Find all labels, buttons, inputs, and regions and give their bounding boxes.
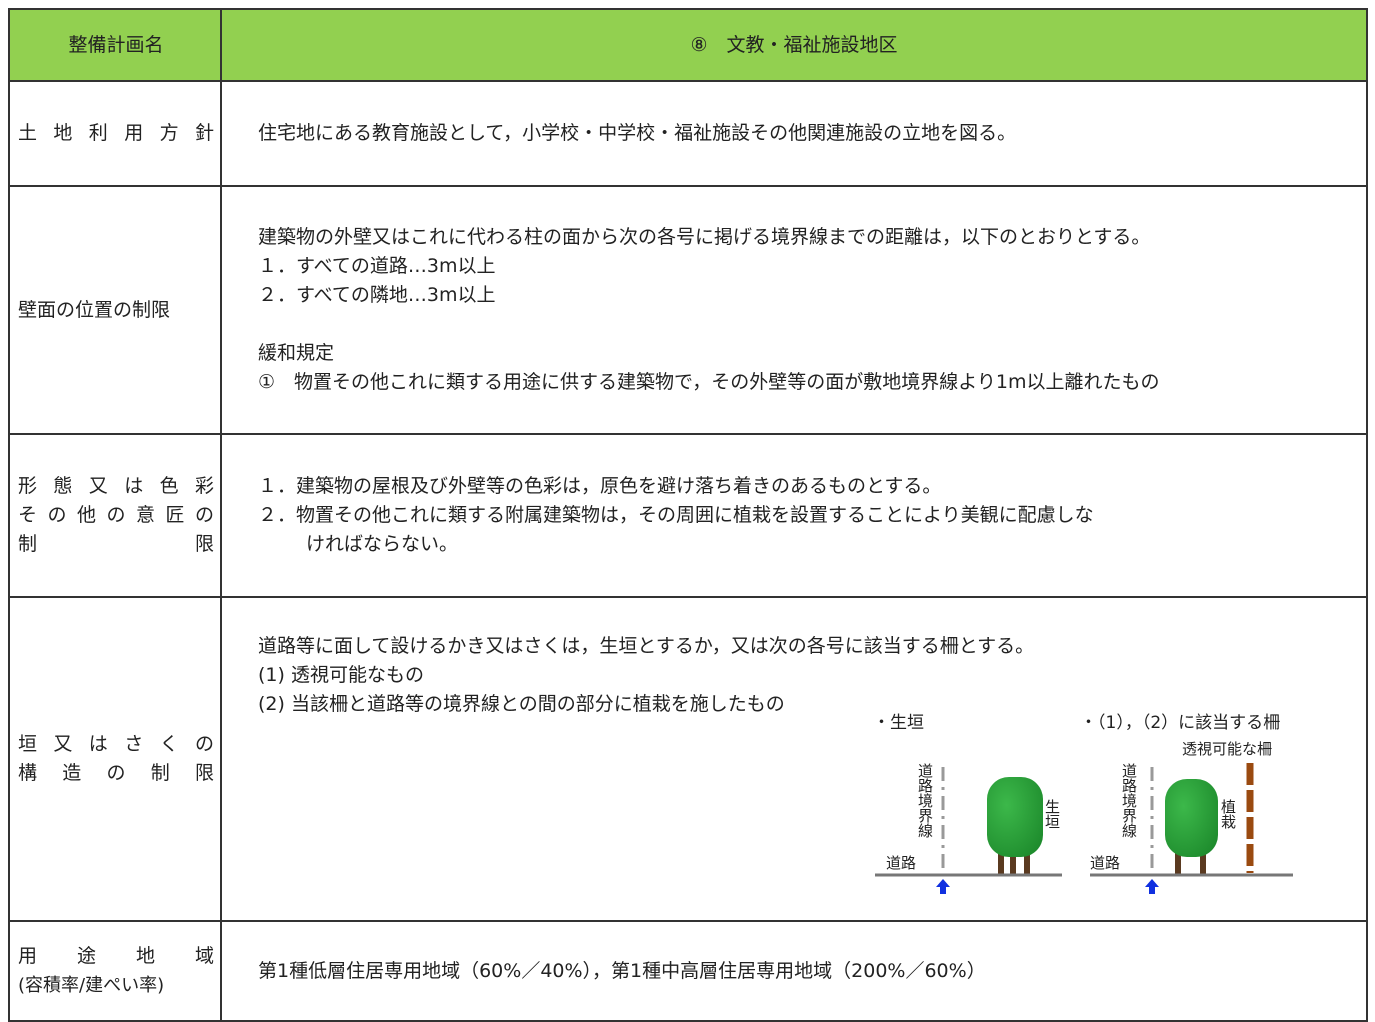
content-line: 緩和規定 <box>258 342 335 364</box>
road-label: 道路 <box>1090 854 1121 872</box>
content-line: ければならない。 <box>306 533 459 555</box>
plant-label: 生垣 <box>1043 799 1061 829</box>
label-line: 形態又は色彩 <box>18 475 214 497</box>
content-line: 第1種低層住居専用地域（60%／40%），第1種中高層住居専用地域（200%／6… <box>258 959 986 982</box>
arrow <box>1145 879 1159 894</box>
header-row: 整備計画名 ⑧ 文教・福祉施設地区 <box>8 8 1368 82</box>
plan-table: 整備計画名 ⑧ 文教・福祉施設地区 土地利用方針 住宅地にある教育施設として，小… <box>8 8 1368 1022</box>
row: 用途地域 (容積率/建ぺい率) 第1種低層住居専用地域（60%／40%），第1種… <box>8 920 1368 1022</box>
trunk <box>1010 847 1016 875</box>
boundary-label: 道路境界線 <box>1120 763 1138 838</box>
content-line: ① 物置その他これに類する用途に供する建築物で，その外壁等の面が敷地境界線より1… <box>258 371 1160 393</box>
figure-title: ・生垣 <box>873 713 924 733</box>
boundary-label: 道路境界線 <box>916 763 934 838</box>
content-line: (2) 当該柵と道路等の境界線との間の部分に植栽を施したもの <box>258 693 785 715</box>
row-content: 第1種低層住居専用地域（60%／40%），第1種中高層住居専用地域（200%／6… <box>220 920 1368 1022</box>
fence-label: 透視可能な柵 <box>1182 740 1273 758</box>
planting <box>1165 779 1218 857</box>
row-content: １．建築物の屋根及び外壁等の色彩は，原色を避け落ち着きのあるものとする。 ２．物… <box>220 433 1368 598</box>
row-label: 用途地域 (容積率/建ぺい率) <box>8 920 222 1022</box>
label-line: 壁面の位置の制限 <box>18 298 171 321</box>
row-label: 壁面の位置の制限 <box>8 185 222 435</box>
figures: ・生垣 道路境界線 生垣 道路 ・（1），（2）に該当する柵 透視可能な柵 道路… <box>258 713 1366 904</box>
trunk <box>1175 847 1181 875</box>
content-line: 住宅地にある教育施設として，小学校・中学校・福祉施設その他関連施設の立地を図る。 <box>258 122 1017 144</box>
label-line: (容積率/建ぺい率) <box>18 975 165 996</box>
label-line: 用途地域 <box>18 945 214 967</box>
row-content: 建築物の外壁又はこれに代わる柱の面から次の各号に掲げる境界線までの距離は，以下の… <box>220 185 1368 435</box>
content-line: ２．物置その他これに類する附属建築物は，その周囲に植栽を設置することにより美観に… <box>258 504 1094 526</box>
label-line: 制限 <box>18 533 214 555</box>
content-line: ２．すべての隣地…3m以上 <box>258 284 496 306</box>
label-line: 垣又はさくの <box>18 733 214 755</box>
label-line: 土地利用方針 <box>18 122 214 144</box>
row: 土地利用方針 住宅地にある教育施設として，小学校・中学校・福祉施設その他関連施設… <box>8 80 1368 187</box>
trunk <box>1024 847 1030 875</box>
header-label: 整備計画名 <box>8 8 222 82</box>
trunk <box>1200 847 1206 875</box>
row-label: 形態又は色彩 その他の意匠の 制限 <box>8 433 222 598</box>
hedge <box>987 777 1043 857</box>
label-line: 構造の制限 <box>18 762 214 784</box>
arrow <box>936 879 950 894</box>
label-line: その他の意匠の <box>18 504 214 526</box>
content-line: (1) 透視可能なもの <box>258 664 424 686</box>
row-content: 道路等に面して設けるかき又はさくは，生垣とするか，又は次の各号に該当する柵とする… <box>220 596 1368 922</box>
content-line: 建築物の外壁又はこれに代わる柱の面から次の各号に掲げる境界線までの距離は，以下の… <box>258 226 1151 248</box>
road-label: 道路 <box>886 854 917 872</box>
content-line: １．建築物の屋根及び外壁等の色彩は，原色を避け落ち着きのあるものとする。 <box>258 475 942 497</box>
trunk <box>998 847 1004 875</box>
content-line: 道路等に面して設けるかき又はさくは，生垣とするか，又は次の各号に該当する柵とする… <box>258 635 1035 657</box>
content-line: １．すべての道路…3m以上 <box>258 255 496 277</box>
row-label: 土地利用方針 <box>8 80 222 187</box>
row: 垣又はさくの 構造の制限 道路等に面して設けるかき又はさくは，生垣とするか，又は… <box>8 596 1368 922</box>
row: 形態又は色彩 その他の意匠の 制限 １．建築物の屋根及び外壁等の色彩は，原色を避… <box>8 433 1368 598</box>
figure-title: ・（1），（2）に該当する柵 <box>1080 713 1281 733</box>
row-label: 垣又はさくの 構造の制限 <box>8 596 222 922</box>
figure-drawing <box>875 763 1293 894</box>
row-content: 住宅地にある教育施設として，小学校・中学校・福祉施設その他関連施設の立地を図る。 <box>220 80 1368 187</box>
plant-label: 植栽 <box>1219 799 1237 829</box>
row: 壁面の位置の制限 建築物の外壁又はこれに代わる柱の面から次の各号に掲げる境界線ま… <box>8 185 1368 435</box>
header-title: ⑧ 文教・福祉施設地区 <box>220 8 1368 82</box>
